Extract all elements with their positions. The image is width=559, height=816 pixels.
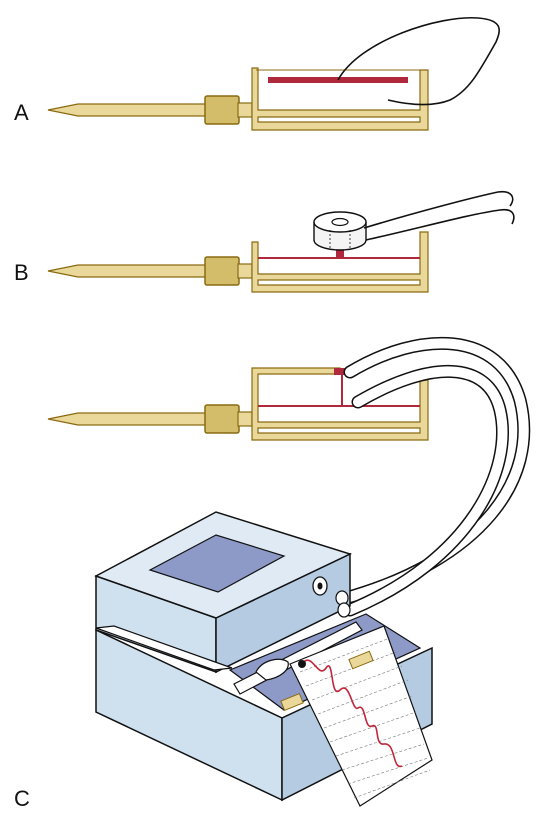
connecting-wire [365,208,515,241]
recorder-icon [94,511,433,807]
needle-connector [237,263,253,279]
needle-hub [204,256,240,286]
recorder-window [148,534,286,593]
pen-rail [95,625,233,671]
connecting-wire-inner [345,366,508,615]
needle-icon [47,412,207,426]
chart-paper [289,625,433,807]
panel-b-label: B [14,260,29,285]
needle-hub [204,404,240,434]
knob-center [317,582,323,590]
panel-b: B [14,190,515,293]
needle-connector [237,102,253,118]
chamber-icon [251,231,429,293]
chamber-icon [251,367,429,441]
needle-icon [47,103,207,117]
chamber-icon [251,67,429,131]
needle-hub [204,95,240,125]
pen-carriage [255,658,289,681]
paper-tab [348,650,374,670]
tube-connector [337,602,351,618]
panel-a: A [14,16,500,131]
paper-tab [280,692,304,712]
connecting-wire [337,16,500,106]
needle-connector [237,411,253,427]
needle-icon [47,264,207,278]
pen-tip [298,660,306,668]
panel-c: C [14,336,531,811]
sensor-tip [334,368,350,375]
panel-c-label: C [14,786,30,811]
coil-icon [313,211,367,251]
pressure-trace [301,659,403,767]
connecting-wire [363,190,514,229]
panel-a-label: A [14,100,29,125]
